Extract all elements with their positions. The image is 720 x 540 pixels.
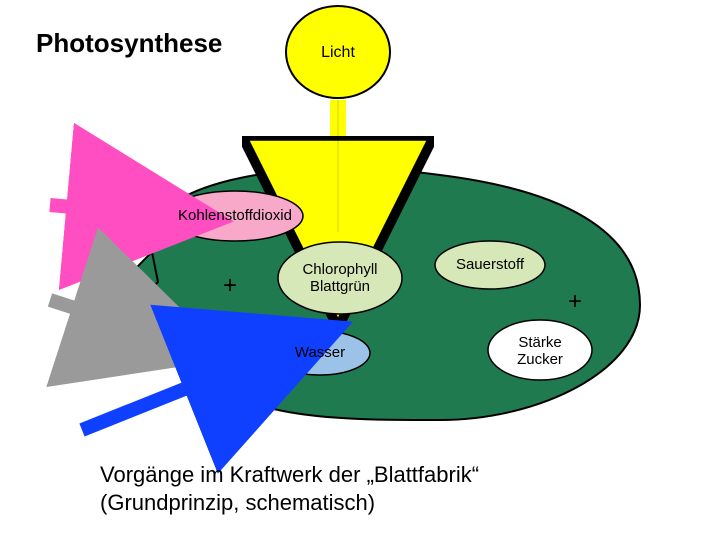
plus-right: + [560, 288, 590, 316]
diagram-stage: Photosynthese Licht Kohlenstoffdioxid Ch… [0, 0, 720, 540]
caption-line1: Vorgänge im Kraftwerk der „Blattfabrik“ [100, 462, 479, 488]
sauerstoff-label: Sauerstoff [435, 257, 545, 274]
co2-label: Kohlenstoffdioxid [160, 208, 310, 225]
chlorophyll-label: Chlorophyll Blattgrün [280, 262, 400, 295]
arrow-co2 [50, 205, 150, 214]
licht-label: Licht [288, 44, 388, 62]
leaf-tail [82, 252, 158, 313]
caption-line2: (Grundprinzip, schematisch) [100, 490, 375, 516]
wasser-label: Wasser [270, 345, 370, 362]
plus-left: + [215, 272, 245, 300]
page-title: Photosynthese [36, 28, 222, 59]
staerke-label: Stärke Zucker [490, 335, 590, 368]
